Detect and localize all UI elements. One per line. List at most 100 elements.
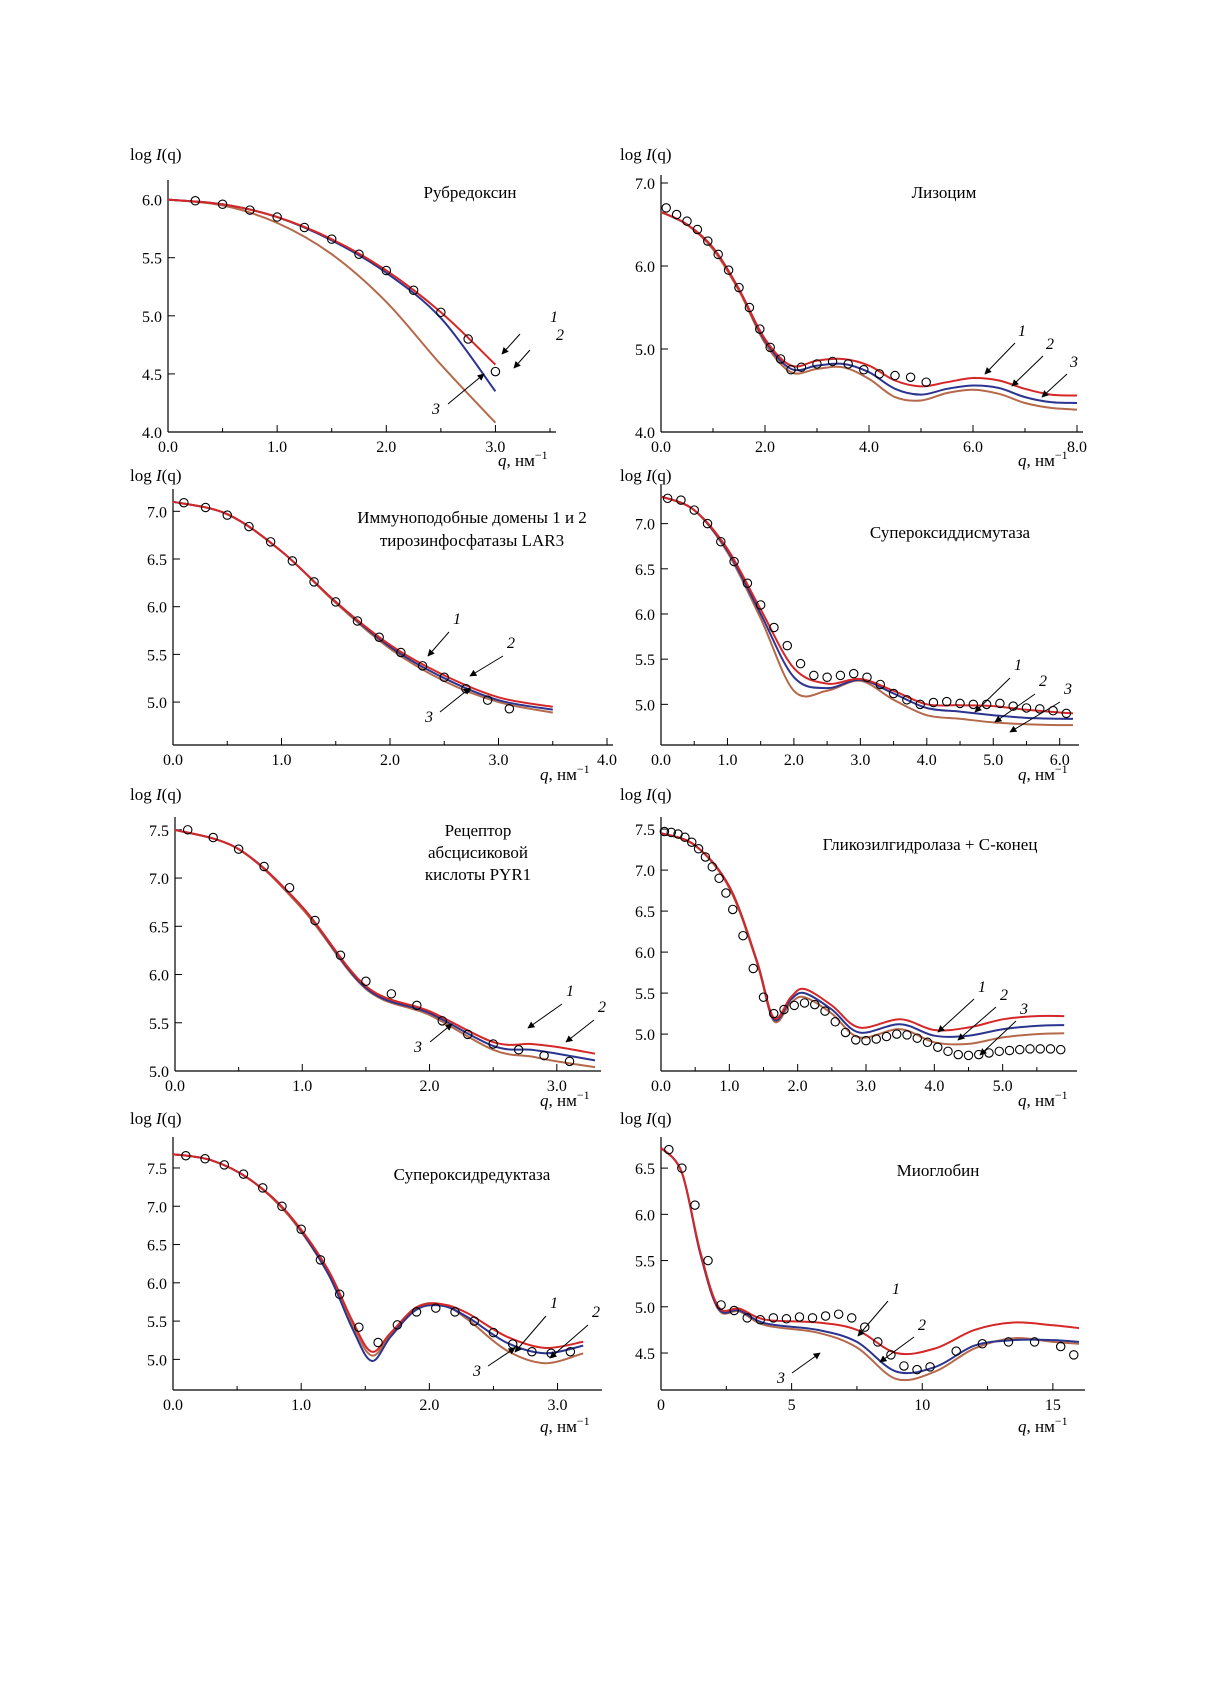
panel-1: 0.0 1.0 2.0 3.0 4.0 4.5 5.0 5.5 6.0 log I(q) q, нм… xyxy=(130,145,564,470)
y-tick-label: 6.0 xyxy=(149,968,169,985)
curve-number-label: 3 xyxy=(431,401,440,418)
y-tick-label: 5.5 xyxy=(147,1314,167,1331)
x-tick-label: 1.0 xyxy=(719,1078,739,1095)
x-tick-label: 5 xyxy=(788,1397,796,1414)
data-point xyxy=(244,521,254,532)
curve-label-arrow xyxy=(994,693,1036,723)
series-2-line xyxy=(167,198,497,392)
curve-number-label: 2 xyxy=(918,1317,926,1334)
x-tick-label: 6.0 xyxy=(1050,752,1070,769)
panel-8: 0 5 10 15 4.5 5.0 5.5 6.0 6.5 log I(q) q, нм−1 Миог… xyxy=(620,1109,1085,1436)
data-point xyxy=(860,1322,870,1332)
x-tick-label: 6.0 xyxy=(963,439,983,456)
data-point xyxy=(835,670,846,681)
y-tick-label: 6.5 xyxy=(147,1238,167,1255)
data-point xyxy=(219,1160,230,1170)
x-tick-label: 10 xyxy=(914,1397,930,1414)
y-tick-label: 5.0 xyxy=(149,1064,169,1081)
data-point xyxy=(374,632,384,642)
y-tick-label: 7.0 xyxy=(635,517,655,534)
x-tick-label: 3.0 xyxy=(856,1078,876,1095)
data-point xyxy=(953,1049,963,1060)
series-2-line xyxy=(660,1147,1080,1375)
data-point xyxy=(238,1169,249,1179)
data-point xyxy=(703,1255,713,1266)
curve-number-label: 1 xyxy=(550,309,558,326)
curve-number-label: 2 xyxy=(1039,673,1047,690)
y-tick-label: 4.0 xyxy=(142,425,162,442)
data-point xyxy=(335,950,346,960)
curve-label-arrow xyxy=(513,349,531,369)
y-tick-label: 5.0 xyxy=(147,1352,167,1369)
x-axis-label: q, нм−1 xyxy=(1018,1088,1068,1110)
data-point xyxy=(812,359,822,369)
y-tick-label: 7.5 xyxy=(147,1161,167,1178)
y-tick-label: 4.5 xyxy=(142,367,162,384)
data-point xyxy=(721,888,731,898)
data-point xyxy=(905,372,916,382)
data-point xyxy=(943,1046,953,1057)
x-tick-label: 0.0 xyxy=(651,1078,671,1095)
x-axis-label: q, нм−1 xyxy=(540,1088,590,1110)
chart-title: Иммуноподобные домены 1 и 2 xyxy=(357,508,587,527)
data-point xyxy=(782,640,793,651)
panel-3: 0.0 1.0 2.0 3.0 4.0 5.0 5.5 6.0 6.5 7.0 log I(q) q,… xyxy=(130,466,617,784)
data-point xyxy=(1004,1045,1015,1056)
data-point xyxy=(995,698,1005,709)
x-tick-label: 3.0 xyxy=(489,752,509,769)
data-point xyxy=(768,1008,779,1019)
data-point xyxy=(748,963,758,974)
x-tick-label: 8.0 xyxy=(1067,439,1087,456)
data-point xyxy=(1025,1044,1035,1054)
data-point xyxy=(373,1337,383,1348)
data-point xyxy=(941,696,952,707)
series-1-line xyxy=(660,1147,1080,1356)
curve-number-label: 1 xyxy=(566,983,574,1000)
data-point xyxy=(890,370,900,381)
data-point xyxy=(284,882,295,893)
data-point xyxy=(469,1316,479,1326)
data-point xyxy=(190,196,201,206)
data-point xyxy=(1035,1044,1046,1054)
chart-title: Супероксидредуктаза xyxy=(394,1165,551,1184)
series-3-line xyxy=(174,828,596,1069)
x-tick-label: 0 xyxy=(657,1397,665,1414)
data-point xyxy=(296,1224,306,1234)
y-tick-label: 4.5 xyxy=(635,1346,655,1363)
data-point xyxy=(1056,1044,1066,1055)
data-point xyxy=(504,704,515,714)
data-point xyxy=(902,695,912,705)
y-tick-label: 7.0 xyxy=(147,1199,167,1216)
y-axis-label: log I(q) xyxy=(130,785,181,804)
data-point xyxy=(809,999,820,1010)
y-tick-label: 7.0 xyxy=(147,504,167,521)
data-point xyxy=(729,556,739,567)
y-axis-label: log I(q) xyxy=(620,466,671,485)
data-point xyxy=(789,1000,799,1011)
data-point xyxy=(682,216,692,226)
x-tick-label: 1.0 xyxy=(272,752,292,769)
data-point xyxy=(1069,1350,1079,1360)
data-point xyxy=(796,362,807,373)
curve-label-arrow xyxy=(447,373,485,405)
data-point xyxy=(680,832,690,843)
curve-label-arrow xyxy=(439,687,471,713)
data-point xyxy=(200,1154,210,1164)
curve-label-arrow xyxy=(857,1300,889,1337)
data-point xyxy=(779,1004,789,1015)
x-tick-label: 2.0 xyxy=(376,439,396,456)
data-point xyxy=(850,1035,861,1045)
y-tick-label: 6.5 xyxy=(635,1161,655,1178)
data-point xyxy=(799,998,810,1008)
data-point xyxy=(915,699,925,710)
data-point xyxy=(490,366,501,377)
x-tick-label: 4.0 xyxy=(597,752,617,769)
data-point xyxy=(742,1313,752,1323)
data-point xyxy=(1061,708,1072,719)
x-tick-label: 3.0 xyxy=(485,439,505,456)
data-point xyxy=(257,1183,268,1193)
data-point xyxy=(703,236,713,246)
data-point xyxy=(755,324,765,334)
x-axis-label: q, нм−1 xyxy=(1018,762,1068,784)
y-tick-label: 6.0 xyxy=(635,1207,655,1224)
